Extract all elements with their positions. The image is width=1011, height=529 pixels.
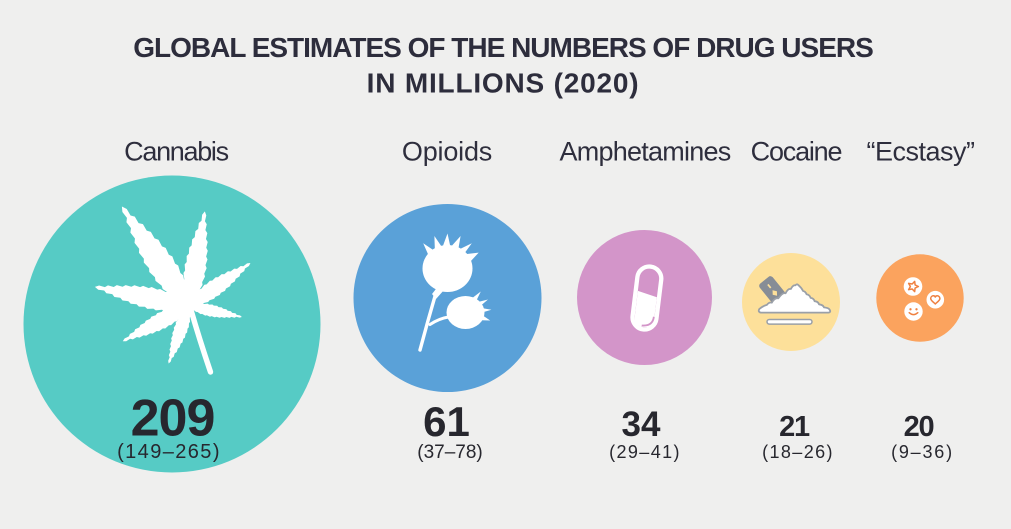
svg-text:(37–78): (37–78) (417, 442, 483, 463)
svg-text:Opioids: Opioids (402, 137, 492, 167)
svg-text:34: 34 (622, 405, 661, 444)
svg-text:Amphetamines: Amphetamines (559, 137, 730, 167)
svg-text:21: 21 (779, 411, 810, 443)
svg-text:GLOBAL ESTIMATES OF THE NUMBER: GLOBAL ESTIMATES OF THE NUMBERS OF DRUG … (133, 32, 873, 63)
svg-text:61: 61 (423, 398, 470, 445)
svg-text:(18–26): (18–26) (762, 442, 834, 462)
svg-text:20: 20 (904, 411, 934, 443)
svg-text:209: 209 (131, 390, 215, 448)
svg-text:Cannabis: Cannabis (124, 137, 228, 167)
svg-text:(9–36): (9–36) (891, 442, 954, 462)
svg-text:(29–41): (29–41) (609, 442, 681, 462)
svg-text:IN MILLIONS (2020): IN MILLIONS (2020) (367, 68, 640, 99)
svg-text:(149–265): (149–265) (117, 441, 221, 463)
svg-text:“Ecstasy”: “Ecstasy” (866, 137, 974, 167)
svg-text:Cocaine: Cocaine (751, 137, 842, 167)
